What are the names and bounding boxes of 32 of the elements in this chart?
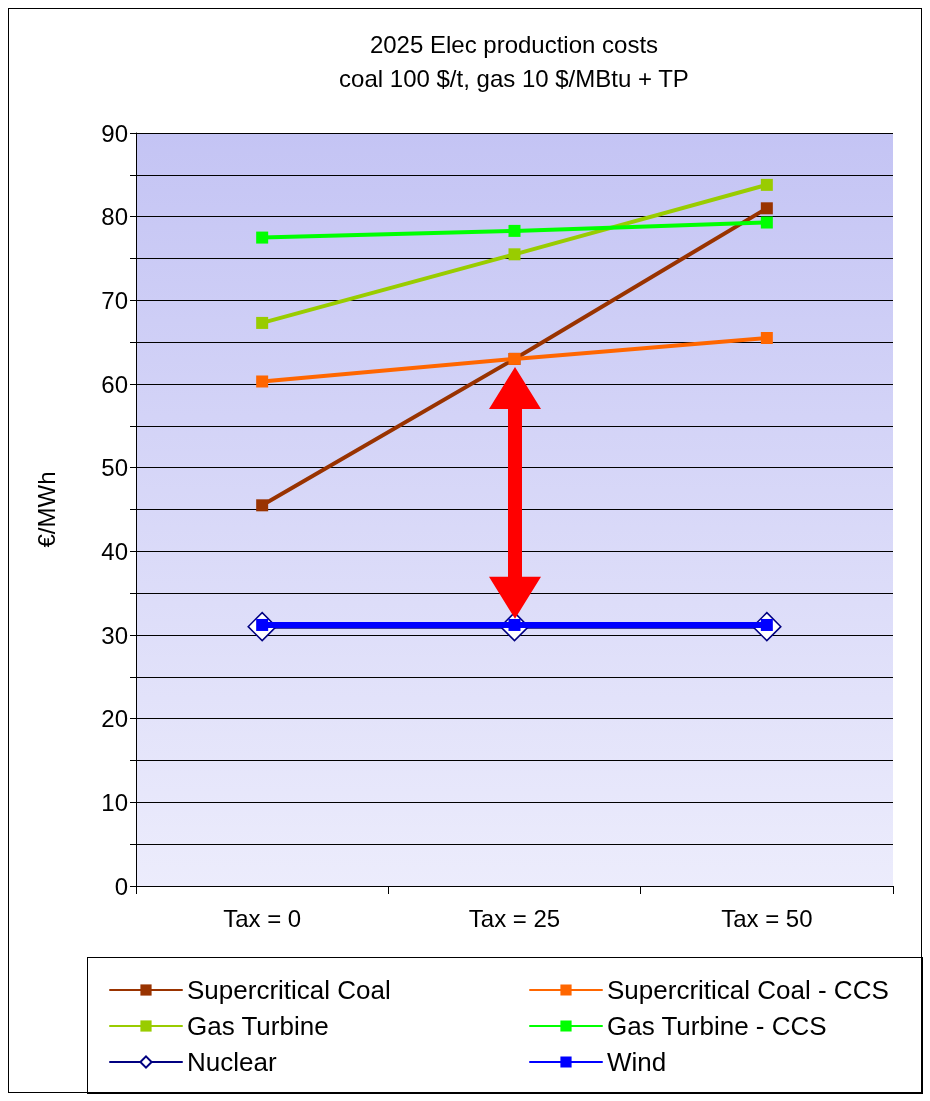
y-tick-label: 20 (101, 705, 128, 733)
legend-label: Nuclear (187, 1047, 277, 1077)
point (508, 248, 521, 261)
legend-label: Supercritical Coal (187, 975, 391, 1005)
chart-title: 2025 Elec production costs (369, 30, 659, 58)
legend-label: Gas Turbine (187, 1011, 329, 1041)
point (508, 224, 521, 237)
y-tick-label: 10 (101, 788, 128, 816)
x-tick-label: Tax = 0 (223, 904, 302, 932)
y-tick-label: 70 (101, 286, 128, 314)
point (760, 331, 773, 344)
point (256, 499, 269, 512)
point (256, 316, 269, 329)
legend-label: Supercritical Coal - CCS (607, 975, 889, 1005)
y-tick-label: 40 (101, 537, 128, 565)
legend-label: Gas Turbine - CCS (607, 1011, 827, 1041)
y-tick-label: 50 (101, 454, 128, 482)
y-tick-label: 90 (101, 119, 128, 147)
x-tick-label: Tax = 25 (468, 904, 561, 932)
y-axis-title: €/MWh (32, 471, 60, 548)
y-tick-label: 60 (101, 370, 128, 398)
point (760, 202, 773, 215)
y-tick-label: 80 (101, 203, 128, 231)
point (256, 231, 269, 244)
point (760, 216, 773, 229)
chart-subtitle: coal 100 $/t, gas 10 $/MBtu + TP (339, 64, 689, 92)
point (256, 375, 269, 388)
legend-label: Wind (607, 1047, 667, 1077)
x-tick-label: Tax = 50 (721, 904, 813, 932)
y-tick-label: 0 (114, 872, 128, 900)
point (760, 178, 773, 191)
y-tick-label: 30 (101, 621, 128, 649)
